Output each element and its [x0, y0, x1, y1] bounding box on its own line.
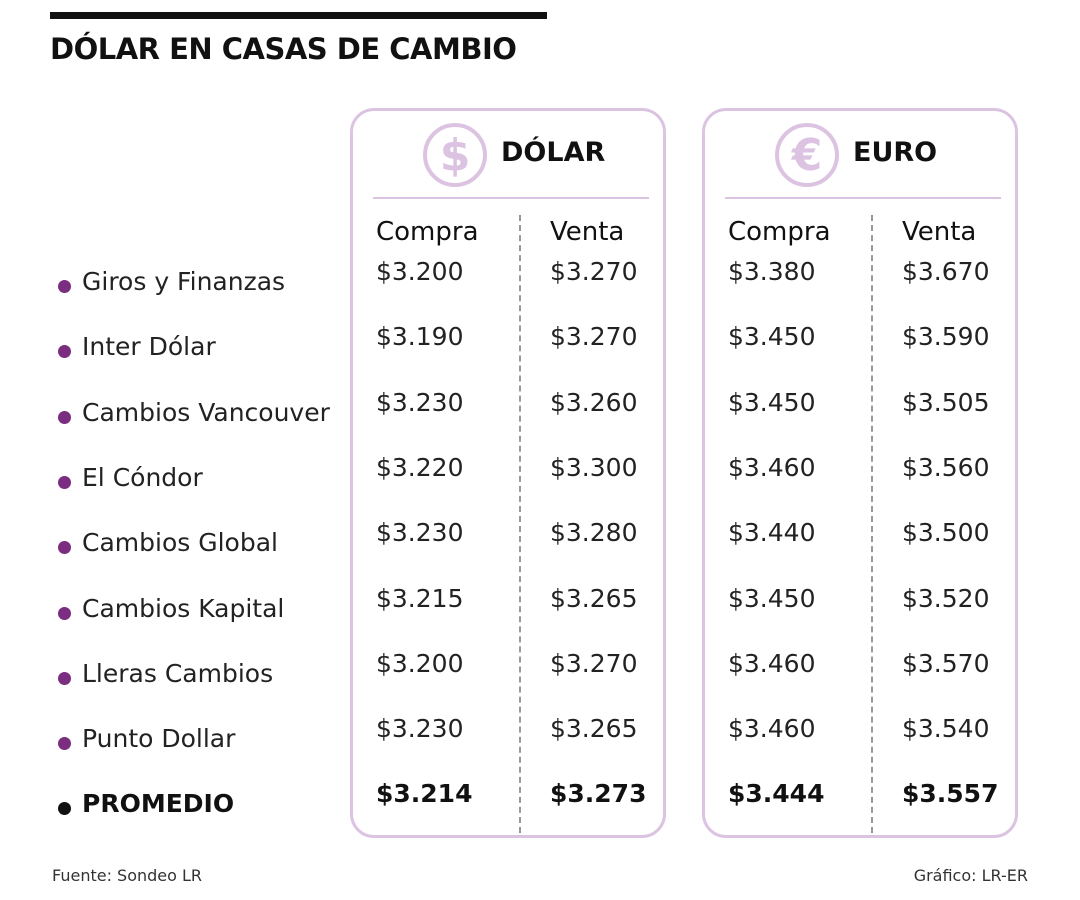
bullet-icon: [58, 345, 71, 359]
column-separator: [871, 215, 873, 833]
cell-value: $3.670: [902, 257, 990, 286]
credit-note: Gráfico: LR-ER: [913, 866, 1028, 885]
bullet-icon: [58, 541, 71, 555]
row-label: Cambios Global: [82, 528, 278, 558]
cell-value: $3.450: [728, 322, 816, 352]
row-label: Lleras Cambios: [82, 658, 274, 688]
cell-value: $3.450: [728, 583, 816, 613]
cell-value: $3.505: [902, 387, 990, 417]
cell-value: $3.215: [376, 583, 464, 613]
row-label: El Cóndor: [82, 462, 203, 492]
panel-divider: [725, 197, 1001, 199]
cell-value: $3.270: [550, 322, 638, 352]
bullet-icon: [58, 410, 71, 424]
cell-value: $3.460: [728, 452, 816, 482]
row-label: Cambios Kapital: [82, 593, 285, 623]
cell-value: $3.230: [376, 387, 464, 417]
row-label: Giros y Finanzas: [82, 267, 286, 296]
row-label: Punto Dollar: [82, 724, 236, 754]
cell-value: $3.520: [902, 583, 990, 613]
panel-title: EURO: [853, 137, 938, 168]
cell-value: $3.540: [902, 714, 990, 744]
bullet-icon: [58, 737, 71, 751]
panel-title: DÓLAR: [501, 137, 606, 168]
cell-value: $3.200: [376, 257, 464, 286]
cell-value: $3.270: [550, 257, 638, 286]
euro-icon: €: [775, 123, 839, 187]
cell-value: $3.440: [728, 518, 816, 548]
bullet-icon: [58, 671, 71, 685]
cell-value: $3.260: [550, 387, 638, 417]
cell-value: $3.590: [902, 322, 990, 352]
source-note: Fuente: Sondeo LR: [52, 866, 203, 885]
average-label: PROMEDIO: [82, 789, 235, 819]
bullet-icon: [58, 802, 71, 816]
panel-dólar: $ DÓLAR Compra Venta $3.200 $3.270 $3.190 $3.27…: [350, 108, 666, 838]
column-header: Compra: [376, 217, 479, 247]
column-separator: [519, 215, 521, 833]
cell-value: $3.230: [376, 714, 464, 744]
cell-value: $3.380: [728, 257, 816, 286]
panel-divider: [373, 197, 649, 199]
cell-value: $3.280: [550, 518, 638, 548]
page-title: DÓLAR EN CASAS DE CAMBIO: [50, 32, 517, 66]
dollar-icon: $: [423, 123, 487, 187]
cell-value: $3.200: [376, 648, 464, 678]
bullet-icon: [58, 606, 71, 620]
panel-euro: € EURO Compra Venta $3.380 $3.670 $3.450 $3.590…: [702, 108, 1018, 838]
cell-value: $3.460: [728, 648, 816, 678]
cell-value: $3.220: [376, 452, 464, 482]
bullet-icon: [58, 280, 71, 293]
cell-value: $3.500: [902, 518, 990, 548]
column-header: Compra: [728, 217, 831, 247]
cell-value: $3.450: [728, 387, 816, 417]
average-value: $3.444: [728, 779, 825, 809]
cell-value: $3.270: [550, 648, 638, 678]
row-label: Cambios Vancouver: [82, 397, 330, 427]
title-rule: [50, 12, 547, 19]
cell-value: $3.230: [376, 518, 464, 548]
cell-value: $3.190: [376, 322, 464, 352]
cell-value: $3.265: [550, 583, 638, 613]
average-value: $3.214: [376, 779, 473, 809]
cell-value: $3.570: [902, 648, 990, 678]
cell-value: $3.265: [550, 714, 638, 744]
average-value: $3.557: [902, 779, 999, 809]
average-value: $3.273: [550, 779, 647, 809]
bullet-icon: [58, 475, 71, 489]
column-header: Venta: [550, 217, 625, 247]
column-header: Venta: [902, 217, 977, 247]
cell-value: $3.560: [902, 452, 990, 482]
cell-value: $3.300: [550, 452, 638, 482]
cell-value: $3.460: [728, 714, 816, 744]
row-label: Inter Dólar: [82, 332, 216, 362]
